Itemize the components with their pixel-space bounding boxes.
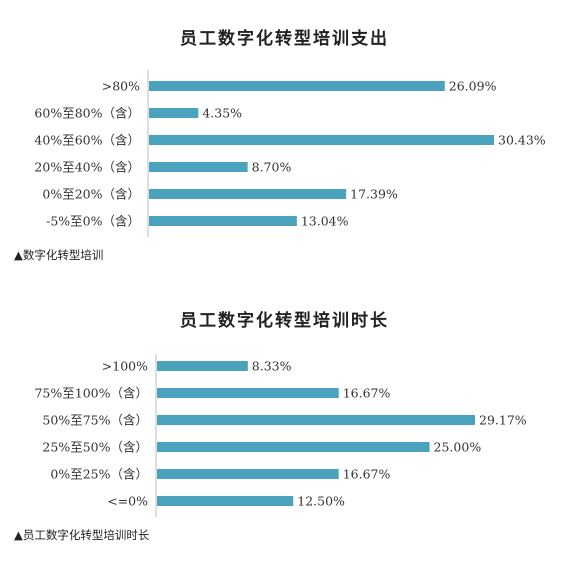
category-label: <=0% xyxy=(107,494,148,509)
value-label: 4.35% xyxy=(202,106,242,121)
category-label: 50%至75%（含） xyxy=(42,413,148,428)
caption-triangle-icon: ▲ xyxy=(14,528,23,542)
category-label: -5%至0%（含） xyxy=(46,214,140,229)
bar xyxy=(157,469,339,479)
value-label: 13.04% xyxy=(301,214,349,229)
chart-2-caption: ▲员工数字化转型培训时长 xyxy=(14,527,149,543)
category-label: 25%至50%（含） xyxy=(42,440,148,455)
value-label: 30.43% xyxy=(498,133,546,148)
bar xyxy=(149,216,297,226)
bar xyxy=(157,415,475,425)
bar xyxy=(149,108,199,118)
value-label: 8.33% xyxy=(252,359,292,374)
chart-2-caption-text: 员工数字化转型培训时长 xyxy=(22,528,150,542)
value-label: 25.00% xyxy=(434,440,482,455)
category-label: 20%至40%（含） xyxy=(34,160,140,175)
bar xyxy=(157,496,294,506)
bar xyxy=(149,189,347,199)
bar xyxy=(157,442,430,452)
value-label: 12.50% xyxy=(297,494,345,509)
value-label: 16.67% xyxy=(343,467,391,482)
value-label: 29.17% xyxy=(479,413,527,428)
category-label: >100% xyxy=(102,359,148,374)
chart-1-caption-text: 数字化转型培训 xyxy=(22,248,104,262)
category-label: >80% xyxy=(102,79,140,94)
value-label: 8.70% xyxy=(252,160,292,175)
chart-1-caption: ▲数字化转型培训 xyxy=(14,247,103,263)
value-label: 16.67% xyxy=(343,386,391,401)
chart-1-plot: >80% 26.09% 60%至80%（含） 4.35% 40%至60%（含） 30.43… xyxy=(34,70,546,237)
chart-2-title: 员工数字化转型培训时长 xyxy=(180,311,389,331)
category-label: 0%至25%（含） xyxy=(50,467,148,482)
bar xyxy=(149,135,494,145)
category-label: 40%至60%（含） xyxy=(34,133,140,148)
bar xyxy=(149,162,248,172)
category-label: 60%至80%（含） xyxy=(34,106,140,121)
category-label: 75%至100%（含） xyxy=(34,386,148,401)
bar xyxy=(149,81,445,91)
caption-triangle-icon: ▲ xyxy=(14,248,23,262)
value-label: 26.09% xyxy=(449,79,497,94)
bar xyxy=(157,388,339,398)
chart-1-title: 员工数字化转型培训支出 xyxy=(180,29,389,49)
category-label: 0%至20%（含） xyxy=(42,187,140,202)
chart-2-plot: >100% 8.33% 75%至100%（含） 16.67% 50%至75%（含） 29.… xyxy=(34,354,527,517)
bar xyxy=(157,361,248,371)
value-label: 17.39% xyxy=(350,187,398,202)
